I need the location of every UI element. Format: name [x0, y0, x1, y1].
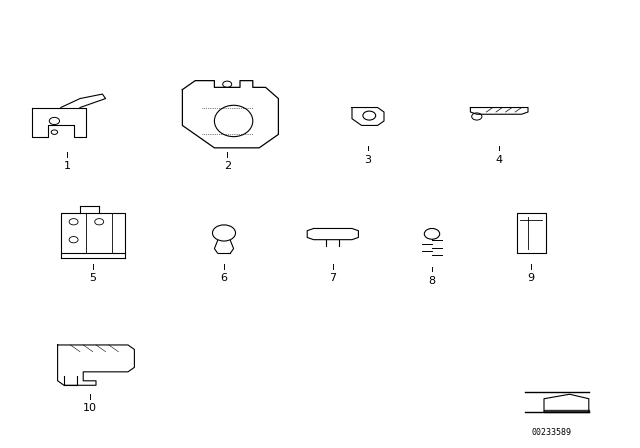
Text: 2: 2: [223, 161, 231, 171]
Text: 6: 6: [221, 273, 227, 283]
Text: 8: 8: [428, 276, 436, 285]
Text: 1: 1: [64, 161, 70, 171]
Bar: [517, 213, 545, 253]
Bar: [61, 213, 125, 253]
Text: 00233589: 00233589: [532, 428, 572, 437]
Text: 7: 7: [329, 273, 337, 283]
Text: 3: 3: [365, 155, 371, 164]
Polygon shape: [544, 410, 589, 412]
Text: 5: 5: [90, 273, 96, 283]
Text: 4: 4: [495, 155, 503, 164]
Text: 9: 9: [527, 273, 535, 283]
Text: 10: 10: [83, 403, 97, 413]
